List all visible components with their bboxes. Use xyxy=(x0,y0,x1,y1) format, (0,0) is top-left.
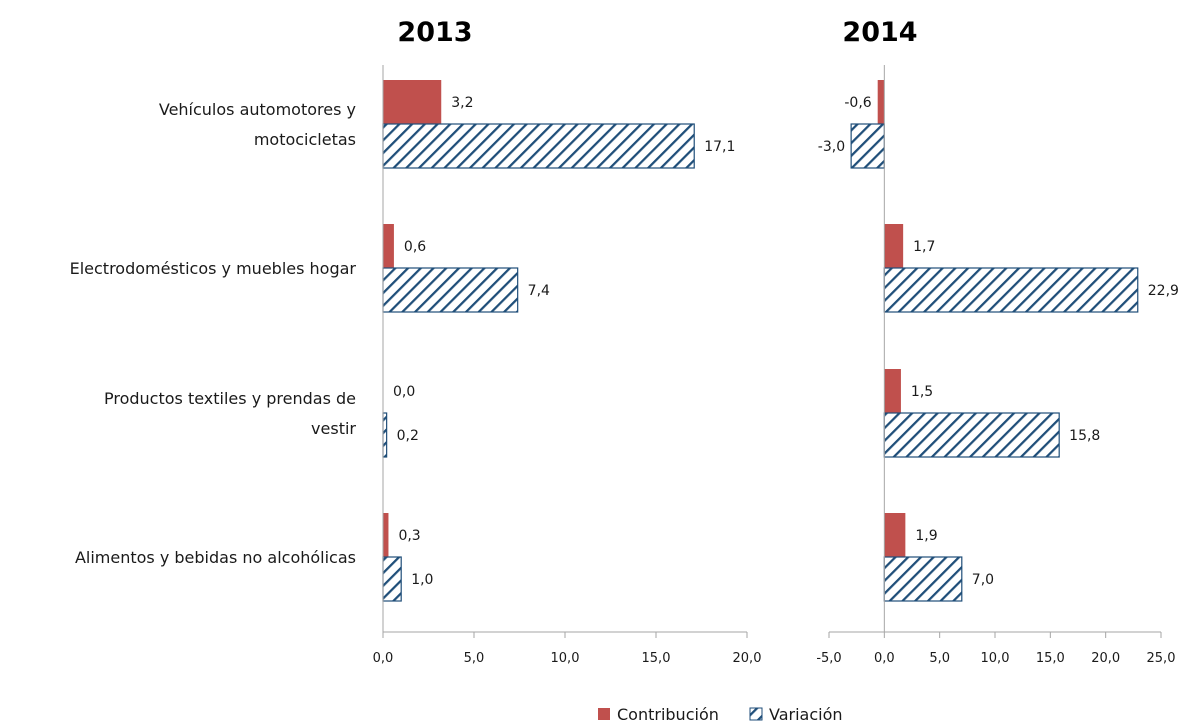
data-label: 1,7 xyxy=(913,239,935,255)
category-label: vestir xyxy=(311,419,356,438)
bar-variacion xyxy=(382,267,519,313)
data-label: 15,8 xyxy=(1069,428,1100,444)
x-tick-label: 5,0 xyxy=(464,651,485,666)
x-tick-label: -5,0 xyxy=(816,651,841,666)
x-tick-label: 0,0 xyxy=(373,651,394,666)
legend-label: Variación xyxy=(769,705,843,724)
bar-contribucion xyxy=(383,80,442,124)
data-label: 0,2 xyxy=(397,428,419,444)
bar-variacion xyxy=(382,412,388,458)
category-label: Alimentos y bebidas no alcohólicas xyxy=(75,548,356,567)
legend-swatch-variacion xyxy=(749,707,763,721)
data-label: 1,9 xyxy=(915,528,937,544)
bar-variacion xyxy=(883,556,963,602)
data-label: 3,2 xyxy=(451,95,473,111)
x-tick-label: 0,0 xyxy=(874,651,895,666)
category-label: Vehículos automotores y xyxy=(159,100,356,119)
bar-contribucion xyxy=(383,513,389,557)
x-tick-label: 20,0 xyxy=(1091,651,1120,666)
category-label: Productos textiles y prendas de xyxy=(104,389,356,408)
panel-title: 2013 xyxy=(397,17,472,48)
bar-contribucion xyxy=(383,224,394,268)
data-label: -3,0 xyxy=(818,139,845,155)
data-label: 0,6 xyxy=(404,239,426,255)
data-label: 0,3 xyxy=(398,528,420,544)
bar-contribucion xyxy=(884,369,901,413)
data-label: 0,0 xyxy=(393,384,415,400)
data-label: -0,6 xyxy=(844,95,871,111)
bar-variacion xyxy=(382,556,402,602)
x-tick-label: 15,0 xyxy=(642,651,671,666)
bar-contribucion xyxy=(884,513,906,557)
x-tick-label: 10,0 xyxy=(981,651,1010,666)
bar-contribucion xyxy=(877,80,885,124)
bar-variacion xyxy=(850,123,885,169)
category-label: motocicletas xyxy=(254,130,356,149)
bar-variacion xyxy=(883,267,1139,313)
data-label: 1,0 xyxy=(411,572,433,588)
bar-variacion xyxy=(382,123,695,169)
data-label: 22,9 xyxy=(1148,283,1179,299)
legend-label: Contribución xyxy=(617,705,719,724)
category-label: Electrodomésticos y muebles hogar xyxy=(70,259,357,278)
bar-variacion xyxy=(883,412,1060,458)
data-label: 7,0 xyxy=(972,572,994,588)
x-tick-label: 20,0 xyxy=(733,651,762,666)
data-label: 1,5 xyxy=(911,384,933,400)
legend-swatch-contribucion xyxy=(598,708,610,720)
x-tick-label: 25,0 xyxy=(1147,651,1176,666)
x-tick-label: 10,0 xyxy=(551,651,580,666)
x-tick-label: 15,0 xyxy=(1036,651,1065,666)
bar-contribucion xyxy=(884,224,904,268)
legend: Contribución Variación xyxy=(598,705,843,724)
data-label: 17,1 xyxy=(704,139,735,155)
data-label: 7,4 xyxy=(528,283,550,299)
x-tick-label: 5,0 xyxy=(929,651,950,666)
panel-title: 2014 xyxy=(842,17,917,48)
